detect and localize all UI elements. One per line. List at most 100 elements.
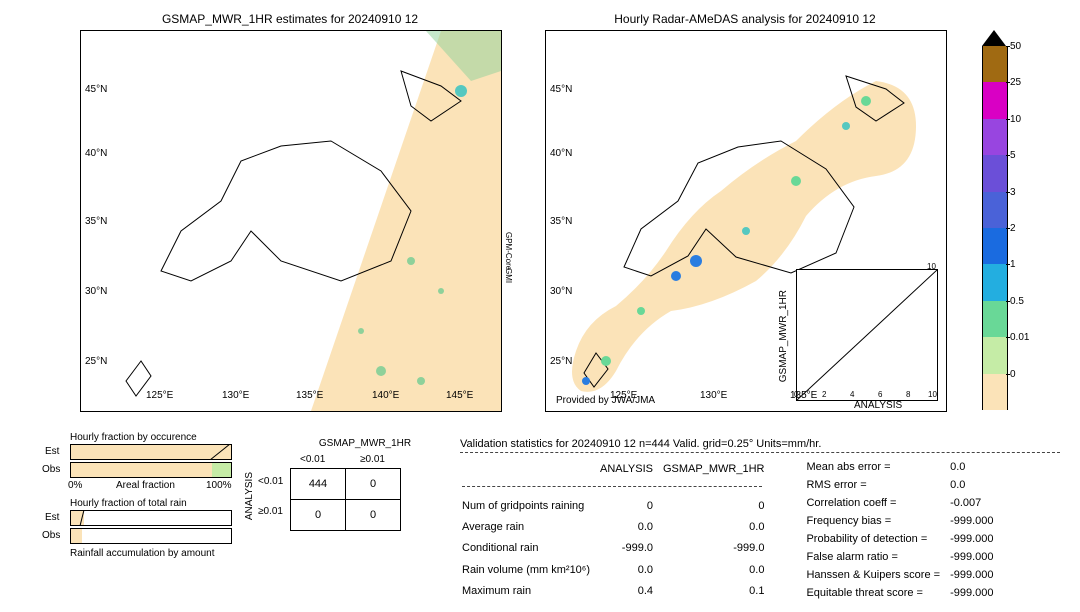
colorbar-segment [982,264,1008,300]
lat-tick: 25°N [85,356,107,367]
stat-val: -999.000 [950,585,1001,601]
scatter-plot [796,269,938,401]
stat-val: -999.000 [950,549,1001,565]
colorbar-segment [982,192,1008,228]
rain-cell [358,328,364,334]
stats-right-table: Mean abs error =0.0 RMS error =0.0 Corre… [804,457,1003,603]
one-to-one-line [797,270,937,400]
left-map [80,30,502,412]
col-head: ANALYSIS [600,459,661,478]
right-map-title: Hourly Radar-AMeDAS analysis for 2024091… [545,12,945,26]
lat-tick: 35°N [550,216,572,227]
rain-cell [791,176,801,186]
stat-key: Probability of detection = [806,531,948,547]
totalrain-title: Hourly fraction of total rain [70,498,187,509]
scatter-tick: 6 [878,390,882,399]
colorbar-segment [982,155,1008,191]
stat-name: Conditional rain [462,539,598,558]
colorbar-segment [982,374,1008,410]
rain-cell [582,377,590,385]
stat-key: Hanssen & Kuipers score = [806,567,948,583]
stat-val: 0.0 [663,560,772,579]
rain-cell [842,122,850,130]
rain-cell [742,227,750,235]
lat-tick: 25°N [550,356,572,367]
stat-val: -0.007 [950,495,1001,511]
colorbar-arrow-icon [982,30,1006,46]
totalrain-diag [70,510,232,526]
stat-val: 0.0 [600,517,661,536]
rain-cell [407,257,415,265]
scatter-tick: 10 [927,262,936,271]
scatter-tick: 8 [906,390,910,399]
lat-tick: 40°N [550,148,572,159]
totalrain-footer: Rainfall accumulation by amount [70,548,215,559]
rain-cell [455,85,467,97]
conf-row-header: ANALYSIS [244,472,255,520]
lat-tick: 45°N [550,84,572,95]
stat-key: Correlation coeff = [806,495,948,511]
conf-col-header: GSMAP_MWR_1HR [300,438,430,449]
stat-val: -999.000 [950,513,1001,529]
colorbar-tick: 0.01 [1010,332,1029,343]
rain-cell [861,96,871,106]
occurrence-bar-obs [70,462,232,478]
stat-name: Rain volume (mm km²10⁶) [462,560,598,579]
colorbar-segment [982,228,1008,264]
colorbar-tick: 3 [1010,187,1016,198]
validation-stats: Validation statistics for 20240910 12 n=… [460,438,1060,603]
colorbar-tick: 10 [1010,114,1021,125]
annotation: GMI [504,268,513,283]
conf-cell: 444 [291,469,346,500]
stat-key: False alarm ratio = [806,549,948,565]
stat-val: 0.4 [600,582,661,601]
stat-key: Equitable threat score = [806,585,948,601]
rain-cell [671,271,681,281]
rain-cell [637,307,645,315]
annotation: GPM-Core [504,232,513,270]
occurrence-diag [70,444,232,460]
axis-left: 0% [68,480,82,491]
scatter-tick: 2 [822,390,826,399]
axis-right: 100% [206,480,232,491]
rain-cell [601,356,611,366]
stat-val: -999.0 [600,539,661,558]
lon-tick: 125°E [146,390,173,401]
stat-name: Num of gridpoints raining [462,496,598,515]
lon-tick: 145°E [446,390,473,401]
rain-cell [690,255,702,267]
stat-val: 0.0 [663,517,772,536]
col-head: GSMAP_MWR_1HR [663,459,772,478]
conf-row-label: ≥0.01 [258,506,283,517]
stat-val: 0.0 [950,477,1001,493]
lon-tick: 140°E [372,390,399,401]
colorbar: 50251053210.50.010 [982,30,1062,410]
left-map-svg [81,31,501,411]
row-label: Obs [42,530,60,541]
conf-cell: 0 [291,500,346,531]
stat-val: 0 [600,496,661,515]
row-label: Obs [42,464,60,475]
lon-tick: 130°E [700,390,727,401]
totalrain-bar-obs [70,528,232,544]
map-footer: Provided by JWA/JMA [556,395,655,406]
stat-val: -999.000 [950,531,1001,547]
conf-col-label: ≥0.01 [360,454,385,465]
stat-key: Mean abs error = [806,459,948,475]
scatter-tick: 10 [928,390,937,399]
scatter-ylabel: GSMAP_MWR_1HR [778,290,789,382]
confusion-matrix: 4440 00 [290,468,401,531]
lon-tick: 125°E [610,390,637,401]
colorbar-segment [982,46,1008,82]
lat-tick: 35°N [85,216,107,227]
colorbar-tick: 2 [1010,223,1016,234]
row-label: Est [45,512,59,523]
colorbar-tick: 1 [1010,259,1016,270]
colorbar-segment [982,119,1008,155]
occurrence-title: Hourly fraction by occurence [70,432,197,443]
scatter-xlabel: ANALYSIS [854,400,902,411]
lat-tick: 30°N [550,286,572,297]
stat-name: Maximum rain [462,582,598,601]
stat-val: 0 [663,496,772,515]
stat-val: 0.0 [600,560,661,579]
